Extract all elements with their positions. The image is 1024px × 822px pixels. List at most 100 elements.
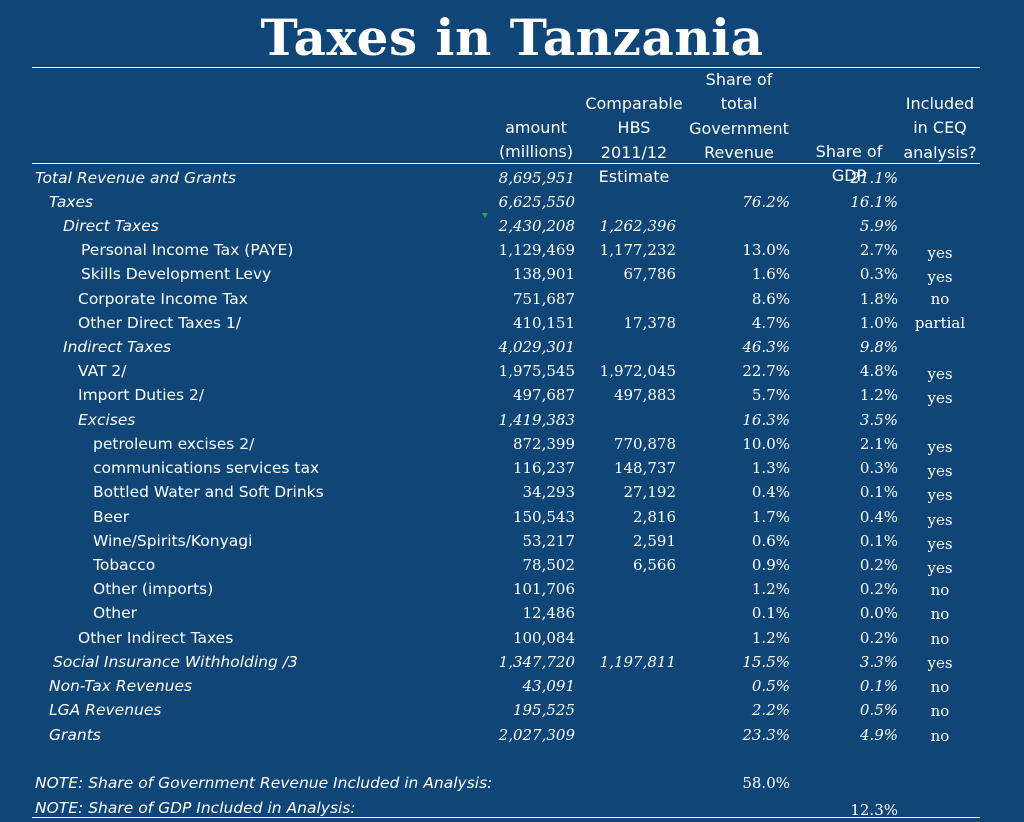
share-gdp-cell: 4.8%	[859, 362, 898, 380]
amount-cell: 872,399	[512, 435, 575, 453]
header-hbs-line: HBS 2011/12	[600, 118, 668, 162]
table-row: LGA Revenues 195,525 2.2% 0.5% no	[0, 698, 1024, 722]
cell-comment-marker-icon	[482, 213, 488, 218]
row-label: Other Indirect Taxes	[78, 629, 234, 647]
note-row: NOTE: Share of Government Revenue Includ…	[0, 771, 1024, 795]
header-divider	[32, 163, 980, 164]
amount-cell: 1,419,383	[498, 411, 575, 429]
row-label: Total Revenue and Grants	[35, 169, 236, 187]
share-gov-cell: 1.3%	[751, 459, 790, 477]
table-row: Other Direct Taxes 1/ 410,151 17,378 4.7…	[0, 311, 1024, 335]
ceq-cell: no	[930, 630, 950, 648]
share-gov-cell: 23.3%	[742, 726, 790, 744]
share-gov-cell: 1.2%	[751, 629, 790, 647]
amount-cell: 497,687	[512, 386, 575, 404]
share-gdp-cell: 0.1%	[859, 677, 898, 695]
header-share-gov-line: Share of	[705, 70, 773, 89]
share-gdp-cell: 0.2%	[859, 629, 898, 647]
table-row: Indirect Taxes 4,029,301 46.3% 9.8%	[0, 335, 1024, 359]
share-gdp-cell: 2.7%	[859, 241, 898, 259]
share-gov-cell: 0.6%	[751, 532, 790, 550]
share-gov-cell: 2.2%	[751, 701, 790, 719]
amount-cell: 100,084	[512, 629, 575, 647]
row-label: Import Duties 2/	[78, 386, 205, 404]
share-gdp-cell: 0.1%	[859, 483, 898, 501]
header-share-gdp-line: Share of GDP	[815, 142, 883, 186]
ceq-cell: yes	[927, 365, 953, 383]
amount-cell: 150,543	[512, 508, 575, 526]
row-label: VAT 2/	[78, 362, 127, 380]
hbs-cell: 1,972,045	[599, 362, 676, 380]
share-gov-cell: 15.5%	[742, 653, 790, 671]
ceq-cell: no	[930, 727, 950, 745]
table-row: Bottled Water and Soft Drinks 34,293 27,…	[0, 480, 1024, 504]
ceq-cell: yes	[927, 268, 953, 286]
share-gov-cell: 16.3%	[742, 411, 790, 429]
share-gov-cell: 1.7%	[751, 508, 790, 526]
page-title: Taxes in Tanzania	[260, 8, 764, 67]
hbs-cell: 27,192	[623, 483, 677, 501]
row-label: LGA Revenues	[49, 701, 162, 719]
note-row: NOTE: Share of GDP Included in Analysis:…	[0, 796, 1024, 820]
row-label: Wine/Spirits/Konyagi	[93, 532, 253, 550]
share-gov-cell: 76.2%	[742, 193, 790, 211]
share-gdp-cell: 0.2%	[859, 580, 898, 598]
share-gov-cell: 46.3%	[742, 338, 790, 356]
header-hbs: Comparable HBS 2011/12 Estimate	[584, 92, 684, 189]
table-row: Excises 1,419,383 16.3% 3.5%	[0, 408, 1024, 432]
amount-cell: 2,430,208	[498, 217, 575, 235]
amount-cell: 101,706	[512, 580, 575, 598]
share-gdp-cell: 21.1%	[850, 169, 898, 187]
row-label: Non-Tax Revenues	[49, 677, 193, 695]
amount-cell: 43,091	[522, 677, 576, 695]
hbs-cell: 148,737	[613, 459, 676, 477]
share-gdp-cell: 9.8%	[859, 338, 898, 356]
amount-cell: 34,293	[522, 483, 576, 501]
table-row: Corporate Income Tax 751,687 8.6% 1.8% n…	[0, 287, 1024, 311]
share-gov-cell: 0.9%	[751, 556, 790, 574]
amount-cell: 410,151	[512, 314, 575, 332]
note-label: NOTE: Share of GDP Included in Analysis:	[35, 799, 356, 817]
table-row: Total Revenue and Grants 8,695,951 21.1%	[0, 166, 1024, 190]
amount-cell: 4,029,301	[498, 338, 575, 356]
share-gov-cell: 4.7%	[751, 314, 790, 332]
table-row: Tobacco 78,502 6,566 0.9% 0.2% yes	[0, 553, 1024, 577]
share-gdp-cell: 0.0%	[859, 604, 898, 622]
ceq-cell: yes	[927, 511, 953, 529]
row-label: Grants	[49, 726, 101, 744]
ceq-cell: no	[930, 678, 950, 696]
share-gov-cell: 8.6%	[751, 290, 790, 308]
share-gdp-cell: 4.9%	[859, 726, 898, 744]
share-gov-cell: 0.1%	[751, 604, 790, 622]
ceq-cell: no	[930, 605, 950, 623]
header-amount: amount (millions)	[494, 116, 578, 165]
share-gdp-cell: 5.9%	[859, 217, 898, 235]
amount-cell: 2,027,309	[498, 726, 575, 744]
row-label: Bottled Water and Soft Drinks	[93, 483, 324, 501]
table-row: Skills Development Levy 138,901 67,786 1…	[0, 262, 1024, 286]
hbs-cell: 1,197,811	[599, 653, 676, 671]
ceq-cell: yes	[927, 486, 953, 504]
share-gdp-cell: 2.1%	[859, 435, 898, 453]
table-row: Social Insurance Withholding /3 1,347,72…	[0, 650, 1024, 674]
table-row: Grants 2,027,309 23.3% 4.9% no	[0, 723, 1024, 747]
ceq-cell: yes	[927, 438, 953, 456]
row-label: petroleum excises 2/	[93, 435, 255, 453]
ceq-cell: no	[930, 581, 950, 599]
row-label: Other	[93, 604, 138, 622]
share-gdp-cell: 3.5%	[859, 411, 898, 429]
hbs-cell: 770,878	[613, 435, 676, 453]
table-row: Import Duties 2/ 497,687 497,883 5.7% 1.…	[0, 383, 1024, 407]
amount-cell: 8,695,951	[498, 169, 575, 187]
share-gdp-cell: 1.8%	[859, 290, 898, 308]
row-label: Other (imports)	[93, 580, 214, 598]
share-gdp-cell: 0.3%	[859, 459, 898, 477]
amount-cell: 1,129,469	[498, 241, 575, 259]
share-gdp-cell: 3.3%	[859, 653, 898, 671]
amount-cell: 53,217	[522, 532, 576, 550]
share-gdp-cell: 0.1%	[859, 532, 898, 550]
share-gov-cell: 1.6%	[751, 265, 790, 283]
hbs-cell: 17,378	[623, 314, 677, 332]
table-row: Wine/Spirits/Konyagi 53,217 2,591 0.6% 0…	[0, 529, 1024, 553]
ceq-cell: yes	[927, 244, 953, 262]
